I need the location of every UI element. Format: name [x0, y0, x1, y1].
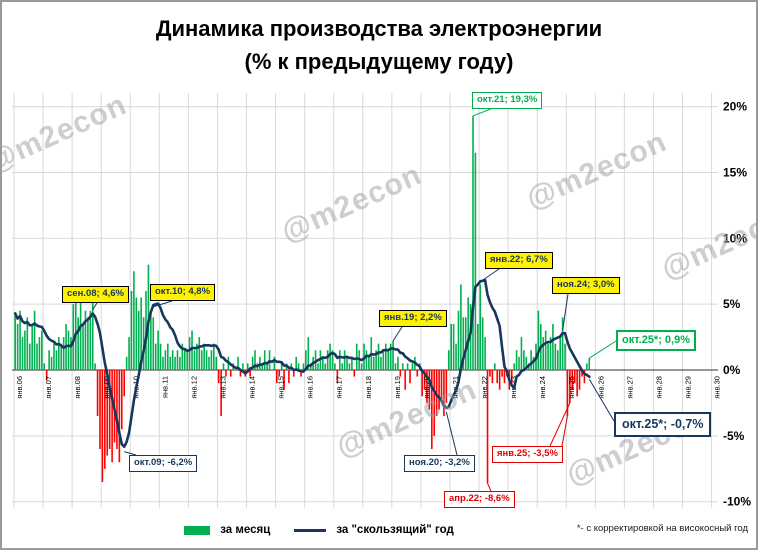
- svg-text:10%: 10%: [723, 231, 747, 245]
- svg-text:5%: 5%: [723, 297, 741, 311]
- legend-bar-label: за месяц: [220, 524, 271, 536]
- annotation-apr22: апр.22; -8,6%: [444, 491, 515, 508]
- svg-text:янв.07: янв.07: [44, 376, 53, 399]
- legend-line-label: за "скользящий" год: [336, 524, 454, 536]
- svg-text:янв.08: янв.08: [73, 376, 82, 399]
- annotation-sep08: сен.08; 4,6%: [62, 286, 129, 303]
- chart-title-line1: Динамика производства электроэнергии: [155, 16, 603, 41]
- annotation-nov20: ноя.20; -3,2%: [404, 455, 475, 472]
- annotation-okt25-rolling: окт.25*; -0,7%: [614, 412, 712, 437]
- svg-text:янв.19: янв.19: [393, 376, 402, 399]
- svg-text:янв.12: янв.12: [189, 376, 198, 399]
- svg-text:янв.26: янв.26: [596, 376, 605, 399]
- svg-text:0%: 0%: [723, 363, 741, 377]
- svg-text:янв.15: янв.15: [277, 376, 286, 399]
- annotation-jan25: янв.25; -3,5%: [492, 446, 563, 463]
- svg-text:янв.13: янв.13: [218, 376, 227, 399]
- svg-text:20%: 20%: [723, 100, 747, 114]
- gridlines: [12, 93, 718, 508]
- legend-bar-swatch: [184, 525, 211, 535]
- svg-text:янв.24: янв.24: [538, 376, 547, 399]
- y-axis-labels: 20% 15% 10% 5% 0% -5% -10%: [723, 100, 751, 509]
- svg-text:янв.20: янв.20: [422, 376, 431, 399]
- svg-text:янв.16: янв.16: [306, 376, 315, 399]
- annotation-okt10: окт.10; 4,8%: [150, 284, 216, 301]
- svg-text:-10%: -10%: [723, 495, 751, 509]
- svg-text:янв.22: янв.22: [480, 376, 489, 399]
- svg-text:янв.28: янв.28: [654, 376, 663, 399]
- svg-text:янв.06: янв.06: [15, 376, 24, 399]
- svg-text:15%: 15%: [723, 165, 747, 179]
- svg-text:-5%: -5%: [723, 429, 745, 443]
- svg-text:янв.18: янв.18: [364, 376, 373, 399]
- chart-title-line2: (% к предыдущему году): [244, 49, 514, 74]
- svg-text:янв.27: янв.27: [625, 376, 634, 399]
- annotation-okt21: окт.21; 19,3%: [472, 92, 543, 109]
- svg-text:янв.09: янв.09: [102, 376, 111, 399]
- svg-text:янв.17: янв.17: [335, 376, 344, 399]
- annotation-nov24: ноя.24; 3,0%: [552, 277, 620, 294]
- annotation-leaders: [92, 108, 617, 492]
- svg-text:янв.29: янв.29: [684, 376, 693, 399]
- svg-text:янв.30: янв.30: [713, 376, 722, 399]
- legend-line-swatch: [294, 528, 327, 532]
- annotation-jan22: янв.22; 6,7%: [485, 252, 553, 269]
- annotation-jan19: янв.19; 2,2%: [379, 310, 447, 327]
- footnote: *- с корректировкой на високосный год: [576, 523, 748, 534]
- rolling-year-line: [13, 278, 591, 449]
- chart-title: Динамика производства электроэнергии (% …: [2, 12, 756, 78]
- svg-text:янв.14: янв.14: [248, 376, 257, 399]
- annotation-okt25-month: окт.25*; 0,9%: [616, 330, 697, 351]
- svg-text:янв.25: янв.25: [567, 376, 576, 399]
- svg-text:янв.11: янв.11: [160, 376, 169, 398]
- annotation-okt09: окт.09; -6,2%: [129, 455, 198, 472]
- legend: за месяц за "скользящий" год: [2, 524, 636, 536]
- svg-text:янв.21: янв.21: [451, 376, 460, 399]
